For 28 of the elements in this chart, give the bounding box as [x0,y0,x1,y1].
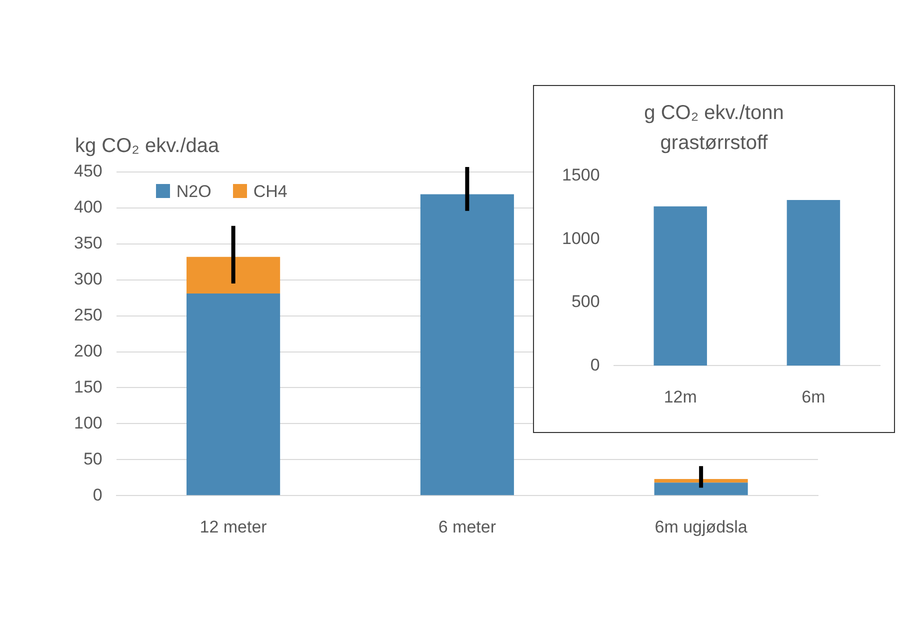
x-tick-label: 12 meter [200,517,268,536]
bar [186,256,280,294]
bar [654,479,748,483]
y-axis-title: g CO₂ ekv./tonn grastørrstoff [643,101,785,156]
bar [654,482,748,496]
bar [420,194,514,496]
x-tick-label: 12m [664,387,697,406]
legend-label: CH4 [253,182,288,201]
y-tick-label: 1000 [562,228,600,248]
y-tick-label: 0 [92,485,102,504]
y-tick-label: 1500 [562,166,600,185]
x-tick-label: 6 meter [438,517,496,536]
y-tick-label: 200 [74,341,102,360]
y-tick-label: 0 [590,355,600,374]
y-tick-label: 450 [74,162,102,181]
y-tick-label: 500 [571,292,600,312]
y-tick-label: 300 [74,270,102,289]
y-tick-label: 50 [83,449,102,468]
y-tick-label: 150 [74,377,102,396]
x-tick-label: 6m ugjødsla [654,517,748,536]
y-tick-label: 250 [74,306,102,325]
y-axis-title: kg CO₂ ekv./daa [75,135,220,158]
y-tick-label: 350 [74,234,102,253]
bar [186,294,280,496]
y-tick-label: 400 [74,198,102,217]
y-tick-label: 100 [74,413,102,432]
legend-label: N2O [176,182,212,201]
x-tick-label: 6m [802,387,826,406]
